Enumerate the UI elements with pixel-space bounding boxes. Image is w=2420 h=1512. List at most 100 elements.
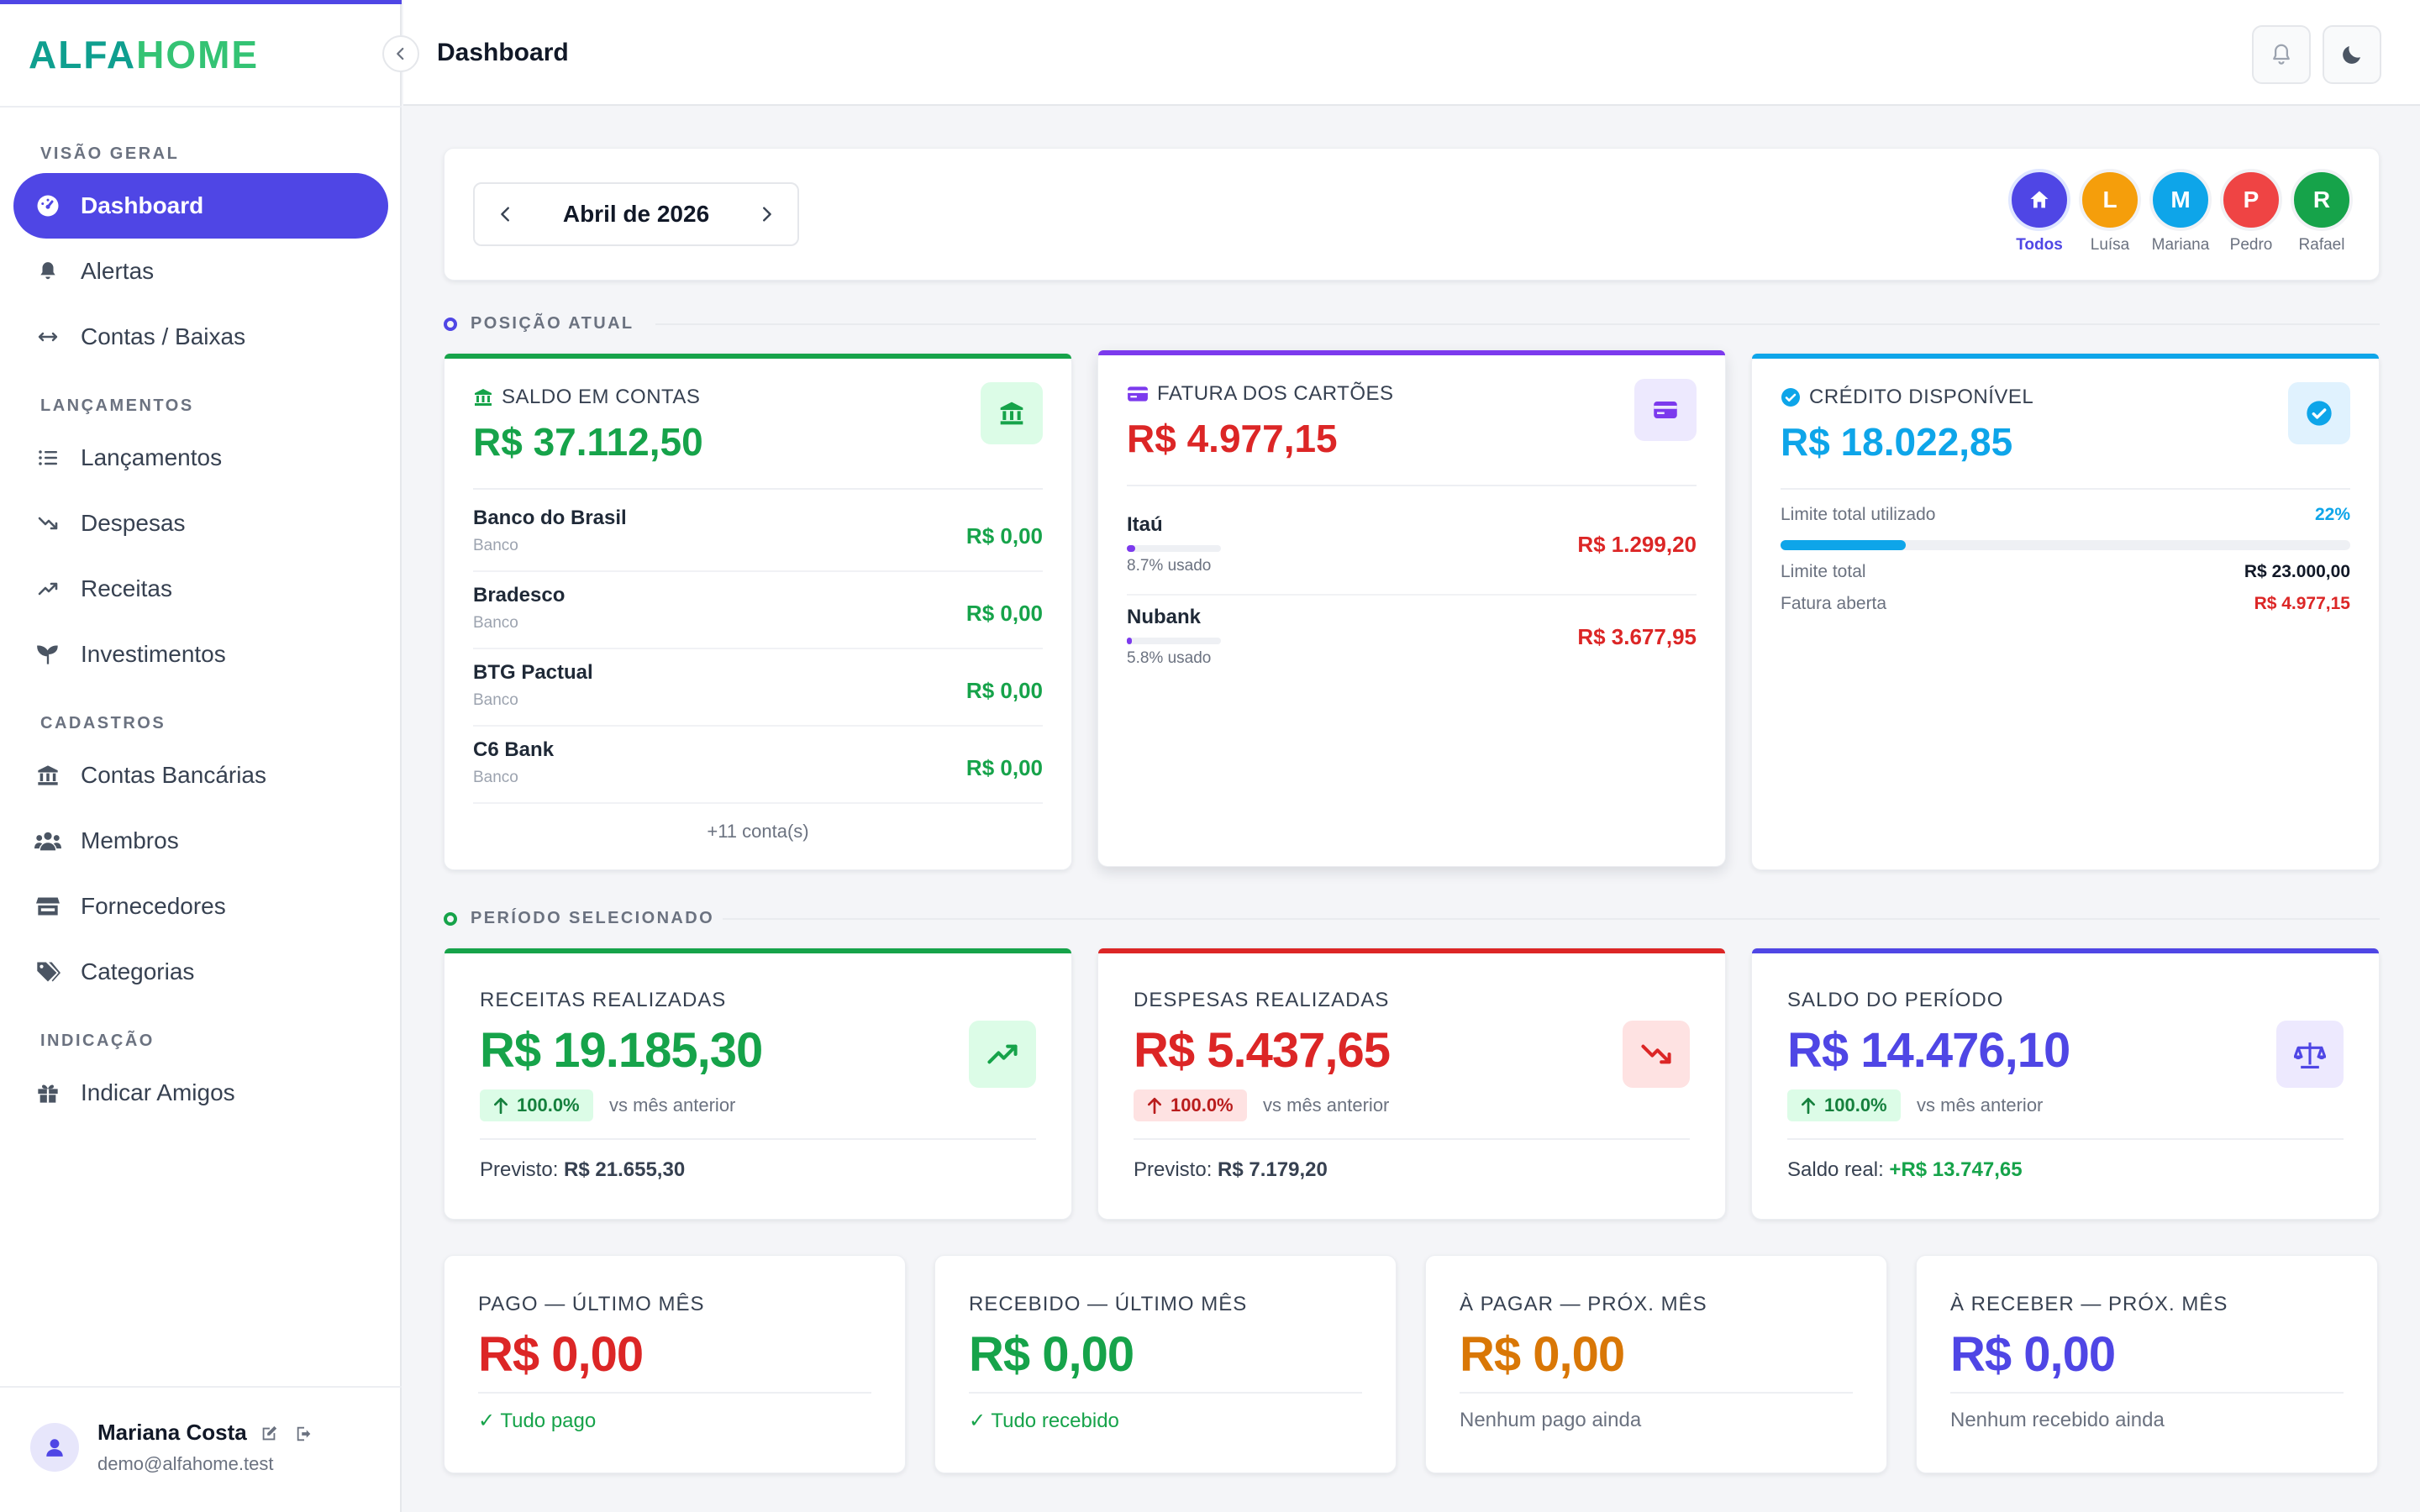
sidebar-item-dashboard[interactable]: Dashboard (13, 173, 388, 239)
card-accent (445, 354, 1071, 359)
sidebar-item-label: Lançamentos (81, 444, 223, 470)
sidebar-item-categories[interactable]: Categorias (13, 939, 388, 1005)
app-logo[interactable]: ALFAHOME (29, 33, 260, 76)
member-avatar: L (2079, 169, 2141, 231)
section-dot (444, 911, 457, 926)
list-item[interactable]: Itaú 8.7% usado R$ 1.299,20 (1127, 503, 1697, 596)
theme-toggle-button[interactable] (2323, 25, 2381, 84)
member-label: Mariana (2151, 236, 2210, 254)
limit-row: Limite total R$ 23.000,00 (1781, 562, 2350, 581)
sidebar-item-revenues[interactable]: Receitas (13, 556, 388, 622)
sidebar-item-label: Membros (81, 827, 179, 853)
bell-icon (2269, 42, 2294, 67)
filter-bar: Abril de 2026 Todos L Luísa M Mariana P … (444, 148, 2380, 281)
sidebar-item-label: Contas Bancárias (81, 762, 267, 788)
nav-section-registry: CADASTROS (40, 714, 166, 732)
sidebar-item-accounts[interactable]: Contas / Baixas (13, 304, 388, 370)
list-item[interactable]: BTG Pactual Banco R$ 0,00 (473, 649, 1043, 727)
nav-section-entries: LANÇAMENTOS (40, 396, 194, 415)
sidebar-item-bank-accounts[interactable]: Contas Bancárias (13, 743, 388, 808)
trend-down-icon (1623, 1021, 1690, 1088)
divider (478, 1392, 871, 1394)
page-title: Dashboard (437, 39, 569, 66)
period-balance-value: R$ 14.476,10 (1787, 1023, 2070, 1078)
sidebar-item-members[interactable]: Membros (13, 808, 388, 874)
sidebar-item-entries[interactable]: Lançamentos (13, 425, 388, 491)
chevron-left-icon[interactable] (497, 205, 515, 223)
usage-bar (1127, 545, 1221, 552)
card-title: DESPESAS REALIZADAS (1134, 989, 1390, 1011)
divider (480, 1138, 1036, 1140)
bank-icon (34, 761, 62, 790)
member-filter-mariana[interactable]: M Mariana (2147, 169, 2214, 255)
section-label-position: POSIÇÃO ATUAL (444, 314, 634, 333)
received-last-month-card: RECEBIDO — ÚLTIMO MÊS R$ 0,00 ✓ Tudo rec… (934, 1255, 1397, 1473)
section-label-period: PERÍODO SELECIONADO (444, 909, 714, 928)
credit-card-icon (1634, 379, 1697, 441)
expense-card: DESPESAS REALIZADAS R$ 5.437,65 100.0% v… (1097, 948, 1726, 1220)
balance-card: SALDO EM CONTAS R$ 37.112,50 Banco do Br… (444, 353, 1072, 870)
sprout-icon (34, 640, 62, 669)
member-label: Pedro (2229, 236, 2273, 254)
card-accent (1098, 948, 1725, 953)
comparison-label: vs mês anterior (609, 1095, 736, 1116)
member-filter-pedro[interactable]: P Pedro (2217, 169, 2285, 255)
revenue-value: R$ 19.185,30 (480, 1023, 763, 1078)
list-item[interactable]: Banco do Brasil Banco R$ 0,00 (473, 495, 1043, 572)
usage-bar (1127, 638, 1221, 644)
sidebar-item-expenses[interactable]: Despesas (13, 491, 388, 556)
real-balance: Saldo real: +R$ 13.747,65 (1787, 1158, 2023, 1181)
list-item[interactable]: Nubank 5.8% usado R$ 3.677,95 (1127, 606, 1697, 667)
current-month: Abril de 2026 (562, 201, 710, 227)
logout-icon[interactable] (292, 1422, 316, 1446)
usage-percent: 22% (2314, 505, 2350, 524)
avatar[interactable] (30, 1423, 79, 1472)
card-title: À RECEBER — PRÓX. MÊS (1950, 1293, 2228, 1315)
member-label: Todos (2016, 236, 2063, 254)
credit-usage-bar-fill (1781, 540, 1907, 550)
comparison-label: vs mês anterior (1263, 1095, 1390, 1116)
card-title: PAGO — ÚLTIMO MÊS (478, 1293, 705, 1315)
home-icon (2028, 188, 2051, 212)
member-filter-rafael[interactable]: R Rafael (2288, 169, 2355, 255)
notifications-button[interactable] (2252, 25, 2311, 84)
sidebar-item-label: Contas / Baixas (81, 323, 246, 349)
sidebar-item-investments[interactable]: Investimentos (13, 622, 388, 687)
sidebar-item-label: Fornecedores (81, 893, 226, 919)
scale-icon (2276, 1021, 2344, 1088)
member-filter-luisa[interactable]: L Luísa (2076, 169, 2144, 255)
edit-profile-icon[interactable] (257, 1422, 281, 1446)
card-accent (1098, 350, 1725, 355)
usage-row: Limite total utilizado 22% (1781, 505, 2350, 524)
card-title: À PAGAR — PRÓX. MÊS (1460, 1293, 1707, 1315)
card-title: SALDO EM CONTAS (473, 386, 700, 409)
divider (1950, 1392, 2344, 1394)
change-badge: 100.0% (1787, 1089, 1901, 1121)
user-email: demo@alfahome.test (97, 1453, 274, 1474)
sidebar-item-refer-friends[interactable]: Indicar Amigos (13, 1060, 388, 1126)
sidebar: ALFAHOME VISÃO GERAL Dashboard Alertas C… (0, 0, 402, 1512)
nav-section-referral: INDICAÇÃO (40, 1032, 155, 1050)
users-icon (34, 827, 62, 855)
change-badge: 100.0% (480, 1089, 593, 1121)
month-selector: Abril de 2026 (473, 182, 799, 246)
nav-section-overview: VISÃO GERAL (40, 144, 180, 163)
sidebar-item-suppliers[interactable]: Fornecedores (13, 874, 388, 939)
cards-invoice-value: R$ 4.977,15 (1127, 417, 1338, 460)
sidebar-item-alerts[interactable]: Alertas (13, 239, 388, 304)
more-accounts-link[interactable]: +11 conta(s) (707, 821, 809, 842)
card-title: RECEITAS REALIZADAS (480, 989, 727, 1011)
list-item[interactable]: Bradesco Banco R$ 0,00 (473, 572, 1043, 649)
list-item[interactable]: C6 Bank Banco R$ 0,00 (473, 727, 1043, 804)
cards-invoice-card: FATURA DOS CARTÕES R$ 4.977,15 Itaú 8.7%… (1097, 349, 1726, 867)
divider (0, 106, 402, 108)
sidebar-item-label: Dashboard (81, 192, 204, 218)
check-circle-icon (1781, 387, 1801, 407)
member-filter-all[interactable]: Todos (2006, 169, 2073, 255)
card-accent (445, 948, 1071, 953)
member-label: Luísa (2090, 236, 2130, 254)
collapse-sidebar-button[interactable] (382, 35, 419, 72)
open-invoice-row: Fatura aberta R$ 4.977,15 (1781, 594, 2350, 613)
chevron-right-icon[interactable] (757, 205, 776, 223)
summary-value: R$ 0,00 (1950, 1327, 2116, 1382)
